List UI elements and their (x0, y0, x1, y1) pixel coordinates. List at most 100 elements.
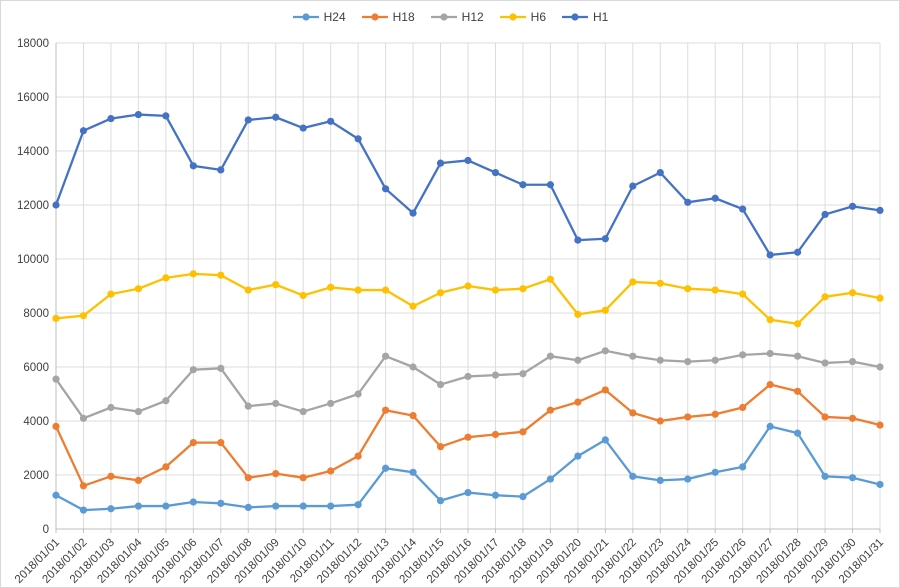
series-marker-H12 (217, 364, 225, 372)
series-marker-H24 (189, 498, 197, 506)
series-marker-H18 (382, 406, 390, 414)
series-marker-H24 (52, 491, 60, 499)
series-marker-H12 (464, 372, 472, 381)
series-marker-H6 (217, 271, 225, 279)
series-marker-H12 (876, 363, 884, 371)
series-marker-H1 (354, 135, 362, 143)
series-marker-H6 (876, 294, 884, 302)
series-marker-H12 (519, 370, 527, 378)
series-marker-H24 (821, 472, 829, 480)
series-marker-H18 (848, 414, 857, 422)
series-marker-H18 (409, 412, 417, 420)
series-marker-H6 (711, 286, 719, 294)
y-axis-label: 6000 (23, 362, 49, 374)
series-marker-H12 (711, 356, 719, 364)
series-marker-H24 (107, 505, 115, 513)
series-marker-H24 (354, 501, 362, 509)
series-marker-H1 (711, 194, 719, 202)
series-marker-H24 (409, 468, 417, 476)
series-marker-H12 (327, 399, 335, 408)
series-marker-H12 (546, 352, 555, 360)
series-marker-H24 (244, 503, 252, 511)
series-marker-H18 (601, 386, 609, 394)
series-marker-H24 (217, 499, 225, 507)
series-marker-H1 (382, 185, 390, 193)
y-axis-label: 2000 (23, 470, 49, 482)
series-marker-H18 (299, 474, 307, 482)
series-marker-H6 (574, 310, 582, 318)
series-marker-H12 (382, 352, 390, 360)
series-marker-H24 (656, 476, 664, 484)
series-marker-H24 (327, 502, 335, 510)
series-marker-H1 (848, 202, 857, 210)
series-marker-H6 (601, 306, 609, 314)
series-marker-H12 (491, 371, 500, 379)
series-marker-H6 (409, 302, 417, 310)
series-marker-H1 (491, 169, 500, 177)
series-marker-H6 (629, 278, 637, 286)
series-marker-H1 (821, 210, 829, 219)
y-axis-label: 10000 (17, 254, 49, 266)
series-marker-H6 (739, 290, 747, 298)
series-marker-H18 (217, 439, 225, 447)
y-axis-label: 18000 (17, 38, 49, 50)
series-marker-H24 (739, 463, 747, 471)
series-marker-H1 (464, 156, 472, 165)
series-marker-H24 (848, 474, 857, 482)
series-marker-H12 (739, 351, 747, 359)
series-marker-H18 (656, 417, 664, 425)
series-marker-H6 (794, 320, 802, 328)
series-marker-H24 (876, 480, 884, 489)
series-marker-H6 (519, 285, 527, 293)
series-marker-H1 (546, 181, 555, 189)
series-marker-H6 (162, 274, 170, 282)
series-marker-H24 (766, 422, 774, 430)
series-marker-H1 (519, 181, 527, 189)
series-marker-H18 (629, 409, 637, 417)
y-axis-label: 4000 (23, 416, 49, 428)
series-marker-H1 (244, 116, 252, 124)
series-marker-H6 (436, 289, 445, 297)
series-marker-H18 (519, 428, 527, 436)
series-marker-H18 (739, 403, 747, 412)
series-marker-H12 (601, 347, 609, 355)
series-marker-H1 (574, 236, 582, 244)
series-marker-H1 (766, 251, 774, 259)
series-marker-H18 (52, 422, 60, 430)
series-marker-H1 (52, 201, 60, 209)
series-marker-H12 (574, 356, 582, 364)
series-marker-H24 (491, 491, 500, 499)
series-marker-H18 (244, 474, 252, 482)
series-marker-H18 (794, 387, 802, 395)
series-marker-H1 (436, 159, 445, 167)
series-marker-H12 (629, 352, 637, 360)
series-marker-H24 (382, 464, 390, 472)
series-marker-H12 (656, 356, 664, 364)
series-marker-H6 (656, 279, 664, 287)
series-marker-H1 (739, 205, 747, 213)
series-marker-H6 (79, 312, 88, 320)
series-marker-H24 (299, 502, 307, 510)
series-marker-H6 (766, 316, 774, 324)
series-marker-H1 (299, 124, 307, 132)
series-marker-H6 (491, 286, 500, 294)
series-marker-H6 (52, 314, 60, 322)
series-marker-H12 (436, 380, 445, 389)
series-marker-H24 (711, 468, 719, 476)
series-marker-H1 (79, 127, 88, 135)
series-marker-H18 (491, 430, 500, 439)
series-marker-H12 (299, 407, 307, 416)
y-axis-label: 12000 (17, 200, 49, 212)
series-marker-H12 (244, 402, 252, 410)
series-marker-H18 (821, 413, 829, 421)
series-marker-H1 (794, 248, 802, 256)
series-marker-H18 (107, 472, 115, 480)
series-marker-H18 (464, 433, 472, 441)
series-marker-H6 (327, 283, 335, 291)
series-marker-H1 (134, 110, 142, 119)
series-marker-H1 (684, 198, 692, 206)
series-marker-H24 (601, 436, 609, 444)
series-marker-H6 (848, 289, 857, 297)
series-marker-H6 (382, 286, 390, 294)
